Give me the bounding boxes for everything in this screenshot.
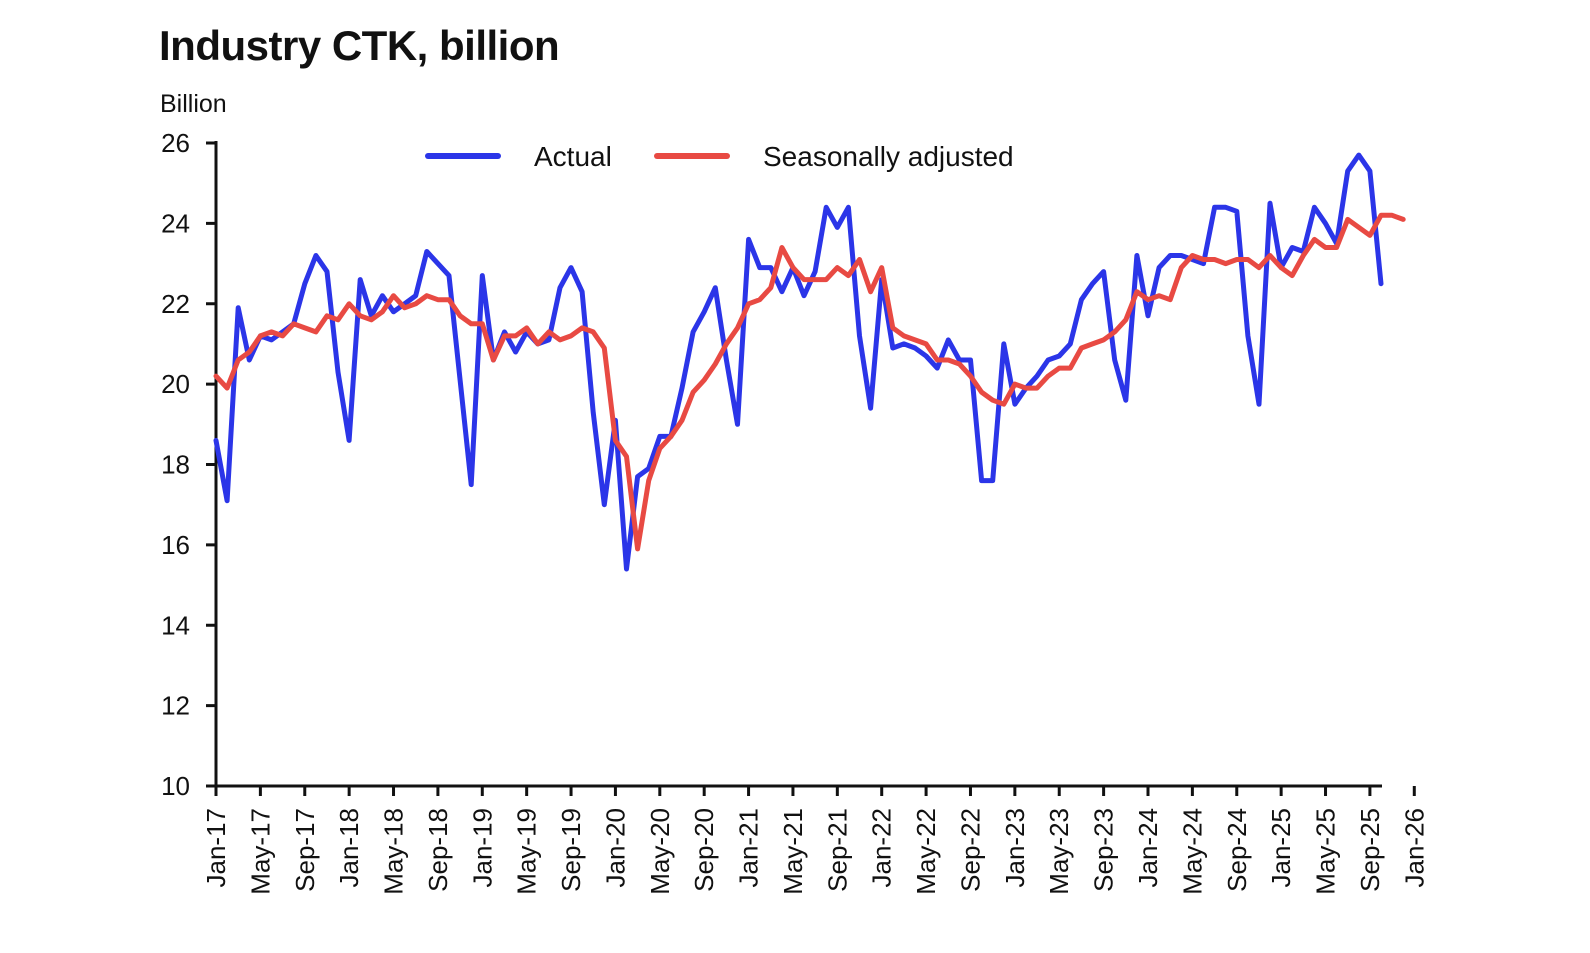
x-tick-label: May-23 [1044, 808, 1074, 895]
x-tick-label: Jan-24 [1133, 808, 1163, 888]
y-tick-label: 22 [161, 289, 190, 319]
x-tick-label: Sep-21 [822, 808, 852, 892]
x-tick-label: Jan-18 [334, 808, 364, 888]
x-tick-label: May-25 [1311, 808, 1341, 895]
y-tick-label: 20 [161, 369, 190, 399]
legend-label: Actual [534, 141, 612, 172]
legend-item: Actual [425, 141, 612, 172]
x-tick-label: Jan-26 [1399, 808, 1429, 888]
x-tick-label: Sep-24 [1222, 808, 1252, 892]
x-tick-label: Sep-25 [1355, 808, 1385, 892]
y-tick-label: 10 [161, 771, 190, 801]
y-tick-label: 24 [161, 208, 190, 238]
chart-title: Industry CTK, billion [159, 22, 560, 69]
x-tick-label: May-17 [245, 808, 275, 895]
legend: Actual Seasonally adjusted [425, 141, 1014, 172]
y-tick-label: 26 [161, 128, 190, 158]
series-line-actual [213, 152, 1384, 572]
series-line-seasonally-adjusted [213, 212, 1406, 552]
x-tick-label: May-24 [1177, 808, 1207, 895]
x-tick-label: May-19 [512, 808, 542, 895]
x-tick-label: Jan-20 [600, 808, 630, 888]
y-tick-label: 12 [161, 691, 190, 721]
x-tick-label: Jan-25 [1266, 808, 1296, 888]
x-tick-label: Jan-17 [201, 808, 231, 888]
y-axis-unit-label: Billion [160, 90, 227, 118]
y-tick-label: 16 [161, 530, 190, 560]
x-tick-label: Sep-17 [290, 808, 320, 892]
x-tick-label: Jan-22 [867, 808, 897, 888]
x-tick-label: May-20 [645, 808, 675, 895]
x-tick-label: Sep-19 [556, 808, 586, 892]
x-tick-label: Jan-19 [467, 808, 497, 888]
legend-label: Seasonally adjusted [763, 141, 1014, 172]
x-tick-label: Jan-21 [734, 808, 764, 888]
x-tick-label: Sep-20 [689, 808, 719, 892]
y-tick-label: 18 [161, 450, 190, 480]
y-axis: 10 12 14 16 18 20 22 24 26 [161, 128, 218, 801]
x-axis: Jan-17 May-17 Sep-17 Jan-18 May-18 Sep-18 Jan-… [201, 784, 1429, 895]
x-tick-label: Sep-18 [423, 808, 453, 892]
y-tick-label: 14 [161, 610, 190, 640]
x-tick-label: May-22 [911, 808, 941, 895]
legend-item: Seasonally adjusted [654, 141, 1014, 172]
x-tick-label: Sep-23 [1089, 808, 1119, 892]
series-layer [213, 152, 1406, 572]
x-tick-label: May-18 [379, 808, 409, 895]
x-tick-label: Sep-22 [955, 808, 985, 892]
x-tick-label: Jan-23 [1000, 808, 1030, 888]
x-tick-label: May-21 [778, 808, 808, 895]
